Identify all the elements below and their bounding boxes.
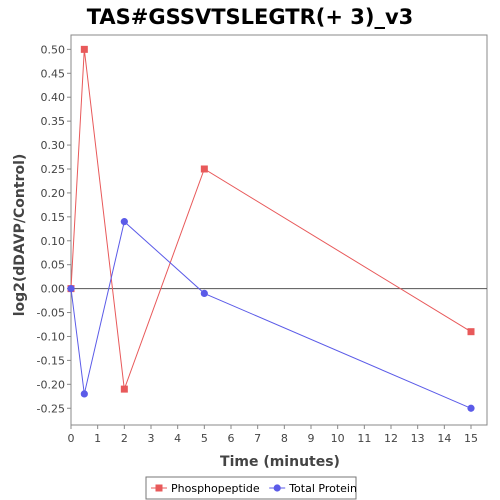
y-tick-label: 0.10 [41,235,66,248]
x-tick-label: 2 [121,432,128,445]
data-point-square [80,45,88,53]
y-tick-label: -0.15 [37,354,65,367]
legend: Phosphopeptide Total Protein [145,476,357,500]
data-point-square [120,385,128,393]
data-point-circle [200,289,208,298]
x-tick-label: 13 [411,432,425,445]
plot-frame [70,34,488,426]
x-tick-label: 14 [437,432,451,445]
legend-marker-circle [273,484,281,492]
x-tick-label: 0 [68,432,75,445]
legend-marker-square [155,484,163,492]
x-tick-label: 7 [254,432,261,445]
y-tick-label: -0.25 [37,402,65,415]
x-axis-label: Time (minutes) [220,454,340,470]
y-tick-label: -0.20 [37,378,65,391]
y-tick-label: 0.05 [41,259,66,272]
y-tick-label: 0.50 [41,43,66,56]
legend-box [145,476,357,500]
y-tick-label: -0.10 [37,330,65,343]
y-tick-label: 0.40 [41,91,66,104]
y-tick-label: 0.30 [41,139,66,152]
x-tick-label: 5 [201,432,208,445]
legend-item-label: Phosphopeptide [171,482,260,495]
y-tick-label: 0.25 [41,163,66,176]
data-point-square [200,165,208,173]
x-tick-label: 10 [331,432,345,445]
data-point-circle [467,404,475,412]
x-tick-label: 12 [384,432,398,445]
y-tick-label: 0.45 [41,67,66,80]
plot-area: -0.25 -0.20 -0.15 -0.10 -0.05 0.00 0.05 0.10 0.1… [37,34,488,445]
data-point-circle [80,390,88,398]
data-point-square [467,328,475,336]
x-tick-label: 8 [281,432,288,445]
x-tick-label: 6 [228,432,235,445]
y-tick-label: -0.05 [37,307,65,320]
legend-item-label: Total Protein [288,482,357,495]
y-tick-label: 0.15 [41,211,66,224]
x-tick-label: 11 [357,432,371,445]
y-tick-label: 0.00 [41,283,66,296]
y-axis-label: log2(dDAVP/Control) [12,154,28,317]
x-tick-label: 15 [464,432,478,445]
x-tick-label: 4 [174,432,181,445]
x-tick-label: 9 [308,432,315,445]
x-tick-label: 1 [94,432,101,445]
data-point-circle [67,285,75,293]
x-tick-label: 3 [148,432,155,445]
y-tick-label: 0.20 [41,187,66,200]
y-tick-label: 0.35 [41,115,66,128]
chart-title: TAS#GSSVTSLEGTR(+ 3)_v3 [87,5,414,29]
data-point-circle [120,218,128,226]
